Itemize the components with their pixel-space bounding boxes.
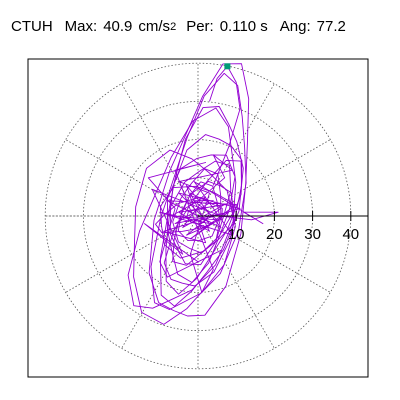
max-value: 40.9 [103, 18, 133, 35]
axis-tick-label: 20 [266, 226, 283, 243]
max-unit-exponent: 2 [170, 21, 177, 33]
period-value: 0.110 s [219, 18, 268, 35]
grid-spoke-300 [197, 215, 275, 349]
station-code: CTUH [11, 18, 53, 35]
grid-spoke-60 [197, 83, 275, 217]
angle-label: Ang: [279, 18, 311, 35]
peak-marker [224, 63, 231, 70]
max-unit: cm/s [138, 18, 171, 35]
trace-loop [148, 63, 250, 317]
trace-loop [177, 181, 221, 242]
trace-loop [159, 185, 235, 259]
angle-value: 77.2 [316, 18, 346, 35]
axis-tick-label: 30 [304, 226, 321, 243]
grid-spoke-150 [65, 139, 199, 217]
trace-path [144, 154, 279, 293]
trace-loop [150, 72, 247, 310]
axis-tick-label: 40 [342, 226, 359, 243]
peak-marker-layer [224, 63, 231, 70]
trace-loop [133, 149, 236, 325]
radial-axis: 10 20 30 40 [198, 211, 368, 243]
plot-header: CTUH Max: 40.9 cm/s 2 Per: 0.110 s Ang: 7… [11, 18, 346, 40]
grid-spoke-210 [65, 215, 199, 293]
axis-tick-label: 10 [228, 226, 245, 243]
trace-peak-loop [209, 65, 241, 186]
max-label: Max: [64, 18, 98, 35]
grid-spoke-120 [121, 83, 199, 217]
period-label: Per: [186, 18, 214, 35]
